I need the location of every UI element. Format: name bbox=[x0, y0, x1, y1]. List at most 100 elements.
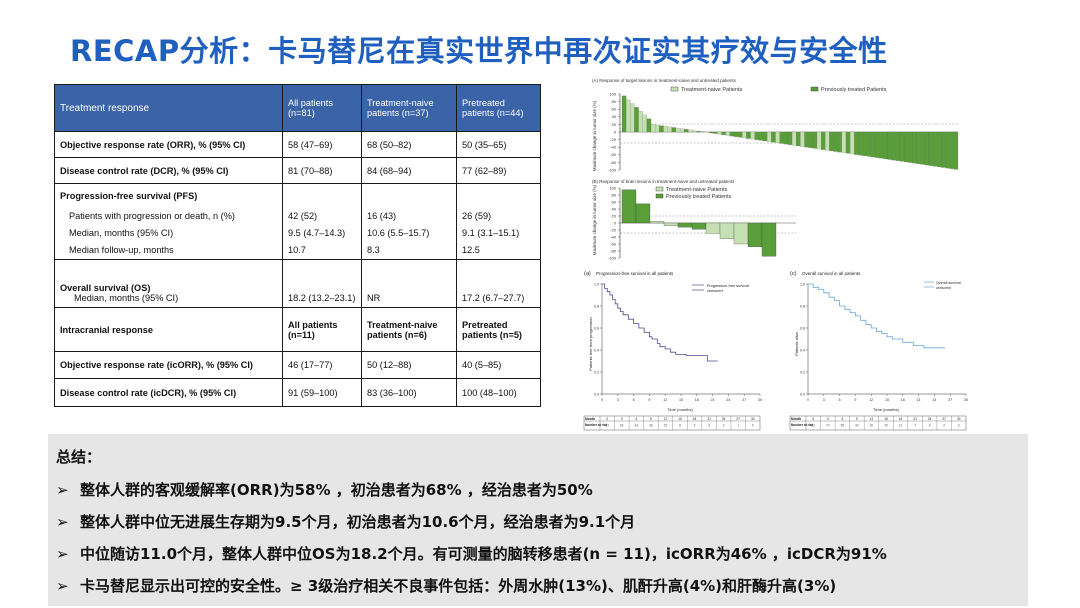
risk-month: 6 bbox=[841, 417, 843, 421]
waterfall-bar bbox=[924, 131, 930, 166]
summary-bullet: ➢ 中位随访11.0个月，整体人群中位OS为18.2个月。有可测量的脑转移患者(n… bbox=[56, 543, 887, 564]
waterfall-bar bbox=[659, 125, 664, 133]
waterfall-bar bbox=[667, 126, 672, 133]
waterfall-bar bbox=[783, 131, 789, 145]
km-y-tick-label: 0.2 bbox=[594, 370, 599, 374]
ic-header-pretreated: Pretreated patients (n=5) bbox=[456, 307, 541, 352]
fig-a-caption: (A) Response of target lesions in treatm… bbox=[592, 78, 737, 83]
bullet-arrow-icon: ➢ bbox=[56, 545, 69, 563]
waterfall-bar bbox=[738, 131, 743, 138]
fig-a-yticks: 100 80 60 40 20 0 -20 -40 -60 -80 -100 bbox=[608, 91, 620, 172]
waterfall-bar bbox=[621, 189, 637, 224]
waterfall-bar bbox=[705, 222, 721, 234]
km-x-tick-label: 24 bbox=[932, 398, 936, 402]
waterfall-bar bbox=[709, 131, 714, 134]
waterfall-bar bbox=[663, 222, 679, 226]
header-all-patients: All patients (n=81) bbox=[282, 84, 362, 132]
risk-month: 9 bbox=[856, 417, 858, 421]
risk-number: 0 bbox=[958, 424, 960, 428]
waterfall-bar bbox=[891, 131, 896, 161]
km-x-tick-label: 12 bbox=[869, 398, 873, 402]
waterfall-brain-lesions-figure: (B) Response of brain lesions in treatme… bbox=[586, 176, 1002, 260]
y-tick-label: 20 bbox=[612, 122, 617, 127]
risk-number: 42 bbox=[855, 424, 859, 428]
waterfall-bar bbox=[829, 131, 834, 151]
waterfall-bar bbox=[679, 128, 685, 133]
km-y-tick-label: 1.0 bbox=[800, 282, 805, 286]
waterfall-bar bbox=[945, 131, 950, 169]
cell-value: NR bbox=[361, 259, 457, 308]
waterfall-bar bbox=[949, 131, 954, 169]
km-x-tick-label: 15 bbox=[885, 398, 889, 402]
summary-bullet: ➢ 卡马替尼显示出可控的安全性。≥ 3级治疗相关不良事件包括：外周水肿(13%)、… bbox=[56, 575, 836, 596]
risk-number: 81 bbox=[811, 424, 815, 428]
waterfall-bar bbox=[725, 131, 730, 136]
waterfall-bar bbox=[663, 126, 668, 133]
km-x-tick-label: 21 bbox=[917, 398, 921, 402]
os-axes: 1.0 0.8 0.6 0.4 0.2 0.00 3 6 9 12 15 18 21 24 27 30 bbox=[800, 282, 968, 402]
pfs-xlabel: Time (months) bbox=[667, 407, 693, 412]
cell-value: 8.3 bbox=[361, 241, 457, 260]
y-tick-label: 100 bbox=[609, 185, 616, 190]
y-tick-label: 60 bbox=[612, 107, 617, 112]
row-label: Objective response rate (ORR), % (95% CI… bbox=[54, 131, 283, 158]
cell-value: 9.1 (3.1–15.1) bbox=[456, 224, 541, 242]
cell-value: 77 (62–89) bbox=[456, 157, 541, 184]
waterfall-bar bbox=[953, 131, 959, 170]
waterfall-bar bbox=[717, 131, 722, 135]
table-row-icorr: Objective response rate (icORR), % (95% … bbox=[54, 351, 541, 379]
km-y-tick-label: 0.0 bbox=[594, 392, 599, 396]
table-row-orr: Objective response rate (ORR), % (95% CI… bbox=[54, 131, 541, 158]
table-row-pfs-events: Patients with progression or death, n (%… bbox=[54, 207, 541, 225]
km-x-tick-label: 27 bbox=[742, 398, 746, 402]
waterfall-bar bbox=[841, 131, 847, 153]
cell-value: 17.2 (6.7–27.7) bbox=[456, 259, 541, 308]
waterfall-bar bbox=[933, 131, 938, 167]
waterfall-bar bbox=[761, 222, 777, 257]
table-row-icdcr: Disease control rate (icDCR), % (95% CI)… bbox=[54, 378, 541, 407]
cell-value: 84 (68–94) bbox=[361, 157, 457, 184]
pfs-axes: 1.0 0.8 0.6 0.4 0.2 0.00 3 6 9 12 15 18 21 24 27 30 bbox=[594, 282, 762, 402]
pfs-legend1: Progression-free survival bbox=[707, 284, 749, 288]
risk-month: 3 bbox=[827, 417, 829, 421]
table-row-pfs-title: Progression-free survival (PFS) bbox=[54, 183, 541, 208]
legend-naive-swatch bbox=[655, 186, 664, 192]
y-tick-label: -20 bbox=[610, 227, 617, 232]
km-y-tick-label: 0.4 bbox=[800, 348, 805, 352]
page-title: RECAP分析：卡马替尼在真实世界中再次证实其疗效与安全性 bbox=[70, 34, 888, 68]
waterfall-bar bbox=[920, 131, 925, 165]
risk-number: 7 bbox=[914, 424, 916, 428]
waterfall-bar bbox=[854, 131, 859, 155]
pfs-panel-label: (a) bbox=[584, 271, 591, 277]
row-label: Disease control rate (DCR), % (95% CI) bbox=[54, 157, 283, 184]
bullet-arrow-icon: ➢ bbox=[56, 577, 69, 595]
summary-bullet: ➢ 整体人群的客观缓解率(ORR)为58% ，初治患者为68% ，经治患者为50% bbox=[56, 479, 593, 500]
risk-month: 30 bbox=[957, 417, 961, 421]
y-tick-label: -100 bbox=[608, 255, 617, 260]
risk-number: 4 bbox=[929, 424, 931, 428]
ic-header-all: All patients (n=11) bbox=[282, 307, 362, 352]
waterfall-bar bbox=[719, 222, 735, 239]
fig-a-legend-naive: Treatment-naive Patients bbox=[681, 87, 742, 93]
waterfall-bar bbox=[675, 128, 681, 133]
row-label: Progression-free survival (PFS) bbox=[54, 183, 283, 208]
km-x-tick-label: 0 bbox=[601, 398, 603, 402]
risk-number: 2 bbox=[723, 424, 725, 428]
header-treatment-response: Treatment response bbox=[54, 84, 283, 132]
km-y-tick-label: 0.8 bbox=[800, 304, 805, 308]
os-legend2: censored bbox=[936, 286, 951, 290]
risk-month: 0 bbox=[812, 417, 814, 421]
fig-b-ylabel: Maximum change in tumor size (%) bbox=[592, 184, 597, 255]
waterfall-bar bbox=[621, 95, 627, 133]
y-tick-label: -20 bbox=[610, 137, 617, 142]
y-tick-label: -60 bbox=[610, 152, 617, 157]
y-tick-label: 20 bbox=[612, 213, 617, 218]
os-ylabel: Patients alive bbox=[794, 331, 799, 356]
pfs-curve bbox=[602, 283, 718, 362]
cell-value: 10.6 (5.5–15.7) bbox=[361, 224, 457, 242]
risk-month: 24 bbox=[928, 417, 932, 421]
waterfall-bar bbox=[812, 131, 818, 149]
km-y-tick-label: 0.0 bbox=[800, 392, 805, 396]
waterfall-bar bbox=[671, 127, 677, 133]
waterfall-bar bbox=[747, 222, 763, 247]
